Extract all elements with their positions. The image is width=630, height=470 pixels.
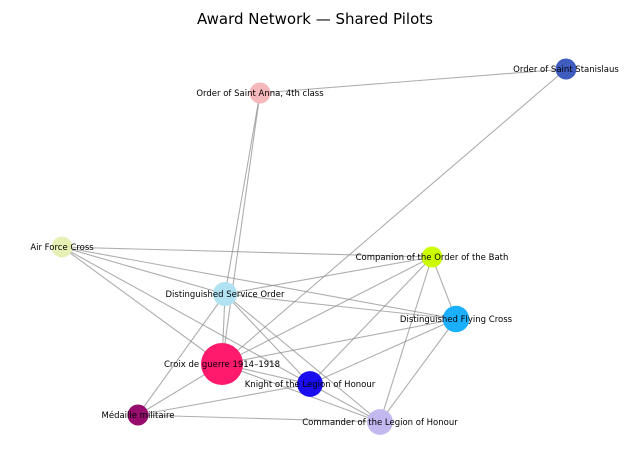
edge-stanislaus-anna — [259, 68, 567, 94]
edge-bath-dso — [224, 256, 433, 295]
node-afc — [51, 236, 73, 258]
edge-stanislaus-croix — [221, 68, 567, 365]
nodes-layer — [51, 58, 577, 435]
edge-bath-commander — [379, 256, 433, 423]
node-label-dfc: Distinguished Flying Cross — [400, 315, 513, 325]
node-bath — [421, 246, 443, 268]
edge-bath-knight — [309, 256, 433, 385]
edges-layer — [61, 68, 567, 423]
edge-afc-dfc — [61, 246, 457, 320]
node-medaille — [127, 404, 149, 426]
node-label-dso: Distinguished Service Order — [166, 290, 285, 300]
node-label-stanislaus: Order of Saint Stanislaus — [513, 65, 619, 75]
node-stanislaus — [555, 58, 577, 80]
chart-title: Award Network — Shared Pilots — [197, 10, 433, 28]
node-commander — [367, 409, 393, 435]
node-label-afc: Air Force Cross — [30, 243, 94, 253]
node-label-medaille: Médaille militaire — [102, 410, 175, 421]
node-label-anna: Order of Saint Anna, 4th class — [196, 89, 324, 99]
edge-anna-dso — [224, 92, 261, 295]
node-dfc — [442, 305, 470, 333]
edge-afc-bath — [61, 246, 433, 258]
node-knight — [297, 371, 323, 397]
edge-medaille-commander — [137, 414, 381, 423]
labels-layer: Order of Saint Stanislaus Order of Saint … — [30, 65, 619, 428]
edge-dfc-commander — [379, 318, 457, 423]
edge-afc-knight — [61, 246, 311, 385]
node-label-croix: Croix de guerre 1914–1918 — [164, 360, 280, 370]
node-anna — [249, 82, 271, 104]
edge-dso-commander — [224, 293, 381, 423]
node-label-knight: Knight of the Legion of Honour — [245, 380, 376, 390]
edge-dso-dfc — [224, 293, 457, 320]
edge-dso-knight — [224, 293, 311, 385]
edge-dso-medaille — [137, 293, 226, 416]
edge-dfc-croix — [221, 318, 457, 365]
edge-dfc-knight — [309, 318, 457, 385]
edge-bath-croix — [221, 256, 433, 365]
node-label-commander: Commander of the Legion of Honour — [302, 418, 458, 428]
edge-knight-commander — [309, 383, 381, 423]
node-dso — [213, 282, 237, 306]
edge-afc-croix — [61, 246, 223, 365]
edge-anna-croix — [221, 92, 261, 365]
edge-knight-medaille — [137, 383, 311, 416]
edge-afc-dso — [61, 246, 226, 295]
node-croix — [201, 343, 243, 385]
node-label-bath: Companion of the Order of the Bath — [356, 253, 509, 263]
